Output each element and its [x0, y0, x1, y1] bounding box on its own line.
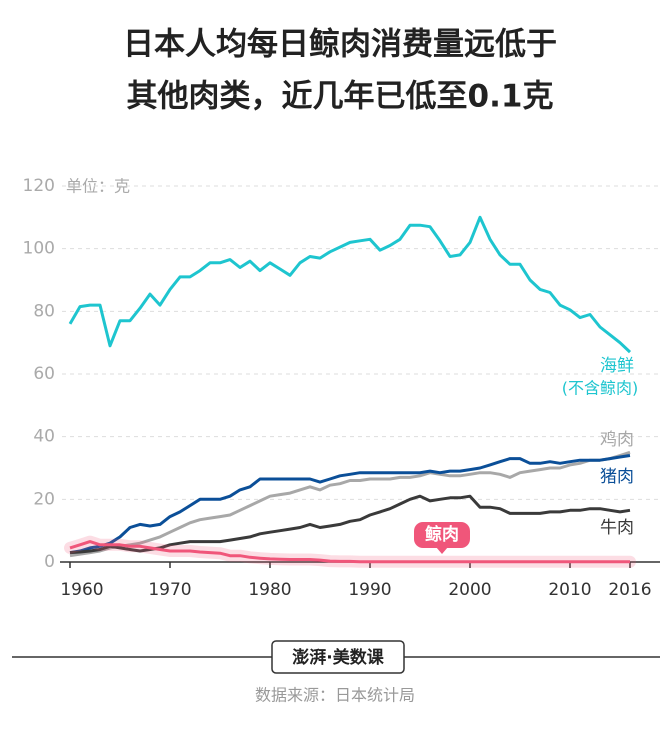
label-badge [414, 522, 470, 548]
x-tick-label: 2000 [448, 580, 491, 600]
line [69, 450, 631, 558]
x-tick-label: 1990 [348, 580, 391, 600]
series-label: 牛肉 [600, 518, 634, 538]
y-tick-label: 120 [23, 176, 55, 196]
logo-box [271, 640, 405, 674]
x-tick-label: 2016 [608, 580, 651, 600]
series-label: 猪肉 [600, 467, 634, 487]
series-label: 鸡肉 [600, 430, 634, 450]
y-tick-label: 40 [33, 427, 55, 447]
line [69, 454, 631, 555]
x-tick-label: 1970 [148, 580, 191, 600]
y-tick-label: 100 [23, 239, 55, 259]
y-tick-label: 80 [33, 301, 55, 321]
line [68, 215, 632, 354]
x-tick-label: 1960 [60, 580, 103, 600]
chart-title: 日本人均每日鲸肉消费量远低于 [123, 27, 557, 63]
chart-title: 其他肉类，近几年已低至0.1克 [127, 79, 554, 115]
x-tick-label: 2010 [548, 580, 591, 600]
y-tick-label: 0 [44, 552, 55, 572]
series-label: 海鲜 [600, 356, 634, 376]
line [69, 540, 630, 564]
series-label: 鲸肉 [425, 524, 459, 545]
logo: 澎湃·美数课 [292, 647, 384, 668]
label-pointer [436, 547, 448, 554]
series-label-note: (不含鲸肉) [562, 379, 639, 398]
x-tick-label: 1980 [248, 580, 291, 600]
y-tick-label: 20 [33, 489, 55, 509]
y-tick-label: 60 [33, 364, 55, 384]
source: 数据来源：日本统计局 [255, 686, 415, 705]
y-unit: 单位：克 [66, 177, 130, 196]
line [69, 494, 631, 555]
line-glow [64, 535, 636, 568]
